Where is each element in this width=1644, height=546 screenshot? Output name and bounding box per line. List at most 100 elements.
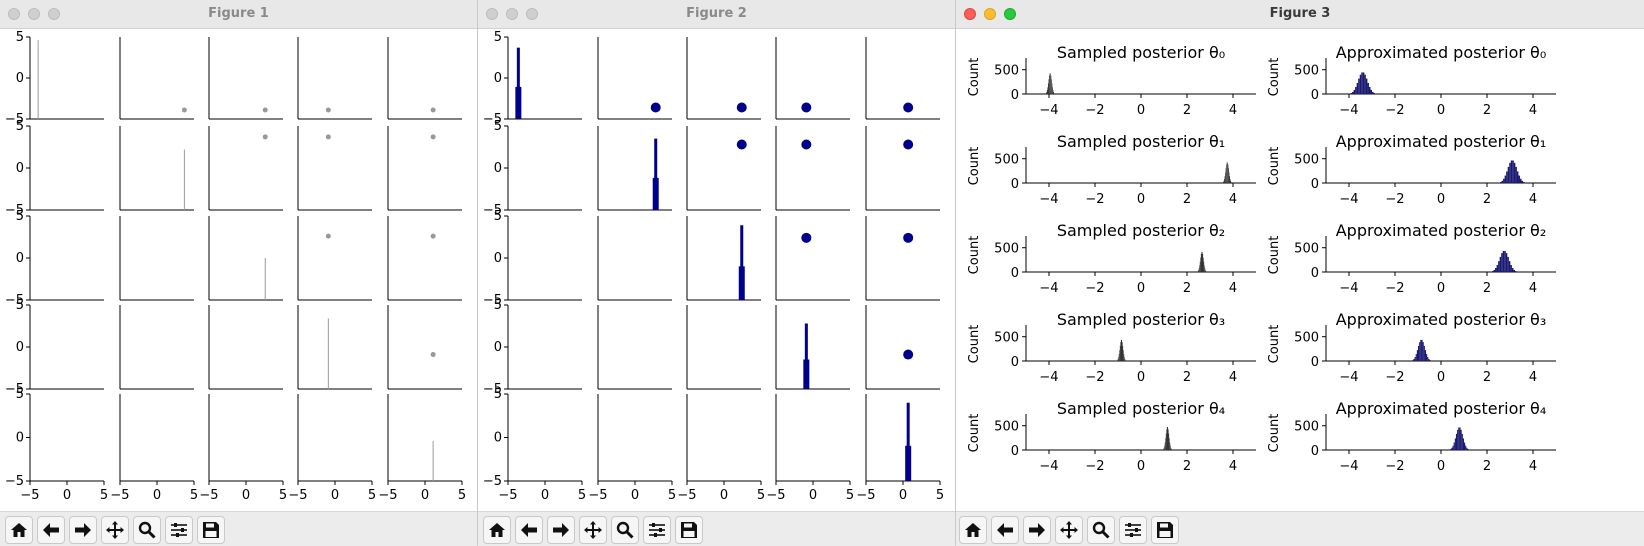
histogram-bar	[1421, 339, 1423, 361]
histogram-bar	[1199, 261, 1201, 272]
save-button[interactable]	[197, 516, 225, 544]
magnifier-icon	[138, 521, 156, 539]
histogram-bar	[1229, 179, 1231, 183]
x-tick-label: 5	[668, 488, 676, 503]
minimize-window-button[interactable]	[28, 8, 40, 20]
figure-2-canvas[interactable]: 50−550−550−550−550−5−5 0 5 −5 0 5 −5 0 5 −5 0 5 −5 0 5	[478, 29, 955, 511]
histogram-bar	[1204, 265, 1205, 272]
histogram-bar	[1450, 448, 1452, 450]
histogram-bar	[1053, 92, 1054, 94]
zoom-window-button[interactable]	[1004, 8, 1016, 20]
x-tick-label: −4	[1039, 370, 1058, 385]
back-button[interactable]	[515, 516, 543, 544]
histogram-bar	[1200, 253, 1202, 272]
histogram-bar	[1504, 250, 1506, 272]
subplot-title: Sampled posterior θ₄	[1057, 399, 1225, 418]
back-button[interactable]	[991, 516, 1019, 544]
forward-button[interactable]	[547, 516, 575, 544]
forward-button[interactable]	[69, 516, 97, 544]
histogram-bar	[1510, 265, 1512, 272]
home-button[interactable]	[5, 516, 33, 544]
x-tick-label: −4	[1039, 192, 1058, 207]
histogram-bar	[1361, 72, 1363, 94]
sampled-posterior-plot-2: Sampled posterior θ₂ 0 500 Count −4 −2 0 2 4	[967, 221, 1256, 296]
save-button[interactable]	[1151, 516, 1179, 544]
subplot-1-3	[297, 126, 372, 211]
x-tick-label: −5	[677, 488, 696, 503]
figure-1-canvas[interactable]: 50−550−550−550−550−5−5 0 5 −5 0 5 −5 0 5 −5 0 5 −5 0 5	[0, 29, 477, 511]
save-button[interactable]	[675, 516, 703, 544]
histogram-bar	[1466, 447, 1468, 450]
y-tick-label: 0	[1311, 266, 1319, 281]
home-button[interactable]	[959, 516, 987, 544]
subplot-0-0	[507, 37, 582, 120]
subplot-3-0	[507, 305, 582, 390]
close-window-button[interactable]	[8, 8, 20, 20]
x-tick-label: 0	[899, 488, 907, 503]
zoom-button[interactable]	[611, 516, 639, 544]
x-tick-label: 0	[1137, 459, 1145, 474]
histogram-bar	[1505, 253, 1508, 272]
zoom-button[interactable]	[133, 516, 161, 544]
figure-3-window: Figure 3 Sampled posterior θ₀ 0 500 Count −4…	[956, 0, 1644, 546]
scatter-cloud	[903, 349, 914, 360]
pan-button[interactable]	[101, 516, 129, 544]
histogram-bar	[1163, 447, 1165, 450]
histogram-bar	[1165, 433, 1167, 450]
subplot-0-3	[297, 37, 372, 120]
y-tick-label: 5	[16, 298, 24, 313]
configure-subplots-button[interactable]	[165, 516, 193, 544]
histogram-bar	[1224, 179, 1225, 183]
x-tick-label: 0	[421, 488, 429, 503]
histogram-bar	[1507, 256, 1509, 272]
subplot-1-3	[775, 126, 850, 211]
histogram-bar	[1501, 253, 1503, 272]
histogram-bar	[1227, 164, 1229, 183]
histogram-bar	[1121, 339, 1123, 361]
histogram-bar	[1502, 250, 1505, 272]
histogram-bar	[1049, 73, 1051, 94]
y-tick-label: −5	[5, 474, 24, 489]
subplot-title: Approximated posterior θ₀	[1336, 43, 1547, 62]
histogram-bar	[1164, 445, 1165, 450]
histogram-bar	[1203, 261, 1205, 272]
x-tick-label: 4	[1529, 103, 1537, 118]
close-window-button[interactable]	[964, 8, 976, 20]
approximated-posterior-plot-2: Approximated posterior θ₂ 0 500 Count −4 −2 0 2…	[1267, 221, 1556, 296]
histogram-bar	[1418, 345, 1420, 361]
histogram-bar	[1166, 427, 1168, 450]
minimize-window-button[interactable]	[984, 8, 996, 20]
configure-subplots-button[interactable]	[643, 516, 671, 544]
histogram-bar	[1507, 166, 1510, 183]
configure-subplots-button[interactable]	[1119, 516, 1147, 544]
y-axis-label: Count	[1267, 58, 1282, 97]
title-bar[interactable]: Figure 2	[478, 0, 955, 29]
scatter-point	[181, 107, 187, 113]
minimize-window-button[interactable]	[506, 8, 518, 20]
title-bar[interactable]: Figure 1	[0, 0, 477, 29]
histogram-bar	[1420, 339, 1422, 361]
subplot-4-3	[775, 394, 850, 482]
histogram-bar	[1451, 447, 1453, 450]
close-window-button[interactable]	[486, 8, 498, 20]
zoom-button[interactable]	[1087, 516, 1115, 544]
x-tick-label: 0	[1437, 192, 1445, 207]
y-tick-label: 5	[494, 209, 502, 224]
histogram-bar	[1118, 354, 1120, 361]
pan-button[interactable]	[1055, 516, 1083, 544]
x-tick-label: −4	[1039, 281, 1058, 296]
y-tick-label: 0	[494, 340, 502, 355]
navigation-toolbar	[956, 511, 1644, 546]
title-bar[interactable]: Figure 3	[956, 0, 1644, 29]
x-tick-label: −2	[1385, 459, 1404, 474]
y-axis-label: Count	[967, 414, 982, 453]
forward-button[interactable]	[1023, 516, 1051, 544]
zoom-window-button[interactable]	[48, 8, 60, 20]
home-button[interactable]	[483, 516, 511, 544]
zoom-window-button[interactable]	[526, 8, 538, 20]
subplot-0-4	[387, 37, 462, 120]
pan-button[interactable]	[579, 516, 607, 544]
back-button[interactable]	[37, 516, 65, 544]
approximated-posterior-plot-3: Approximated posterior θ₃ 0 500 Count −4 −2 0 2…	[1267, 310, 1556, 385]
